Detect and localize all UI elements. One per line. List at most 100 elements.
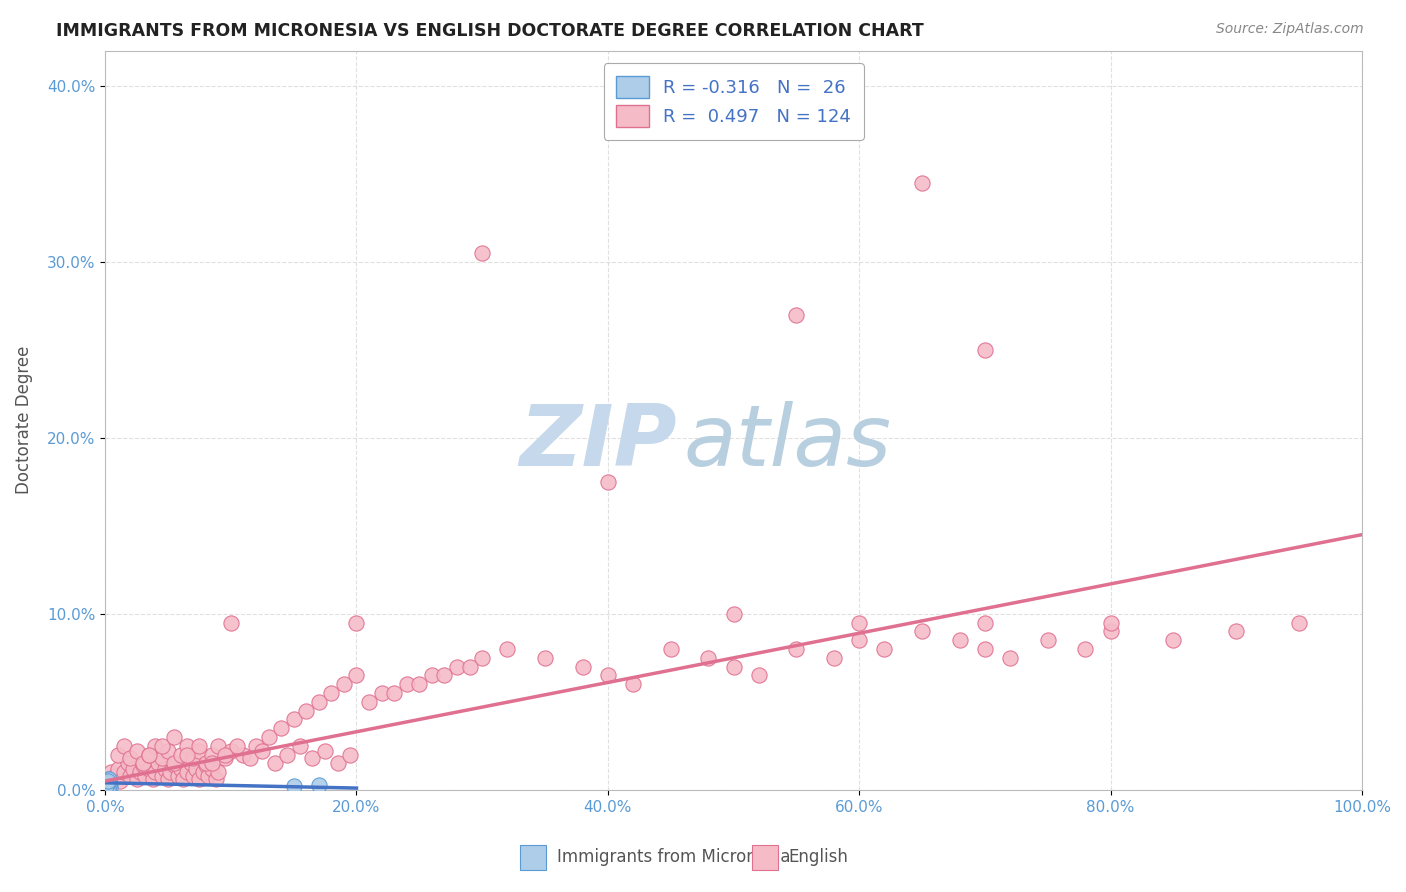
Point xyxy=(204,772,226,787)
Point xyxy=(339,747,361,762)
Legend: R = -0.316   N =  26, R =  0.497   N = 124: R = -0.316 N = 26, R = 0.497 N = 124 xyxy=(603,63,863,140)
Point xyxy=(97,780,120,795)
Point xyxy=(276,747,298,762)
Point xyxy=(270,721,292,735)
Text: English: English xyxy=(789,848,849,866)
Point xyxy=(167,769,190,783)
Point xyxy=(458,659,481,673)
Point xyxy=(188,772,211,787)
Point xyxy=(184,762,207,776)
Point xyxy=(823,650,845,665)
Point xyxy=(446,659,468,673)
Point xyxy=(172,772,194,787)
Point xyxy=(138,747,160,762)
Point xyxy=(326,756,349,771)
Point xyxy=(1163,633,1185,648)
Point xyxy=(121,762,143,776)
Point xyxy=(138,747,160,762)
Point xyxy=(911,624,934,639)
Point xyxy=(97,772,120,787)
Point xyxy=(420,668,443,682)
Point xyxy=(974,615,997,630)
Point xyxy=(911,176,934,190)
Point xyxy=(117,756,139,771)
Point xyxy=(207,765,229,780)
Point xyxy=(1288,615,1310,630)
Point xyxy=(252,744,274,758)
Point xyxy=(97,780,120,794)
Point xyxy=(97,780,120,795)
Point xyxy=(723,607,745,621)
Point xyxy=(176,739,198,753)
Point xyxy=(308,695,330,709)
Point xyxy=(974,642,997,657)
Point xyxy=(98,778,121,792)
Point xyxy=(169,747,191,762)
Point xyxy=(295,704,318,718)
Point xyxy=(1074,642,1097,657)
Point xyxy=(150,739,173,753)
Point xyxy=(257,730,280,744)
Point xyxy=(848,633,870,648)
Point xyxy=(120,769,142,783)
Point xyxy=(346,615,368,630)
Point xyxy=(98,780,121,795)
Point xyxy=(112,765,135,780)
Point xyxy=(333,677,356,691)
Point xyxy=(194,756,217,771)
Point xyxy=(471,246,494,260)
Point xyxy=(214,747,236,762)
Point xyxy=(169,762,191,776)
Point xyxy=(96,780,118,794)
Point xyxy=(197,769,219,783)
Point xyxy=(150,751,173,765)
Point xyxy=(97,774,120,789)
Point xyxy=(97,780,120,794)
Point xyxy=(283,780,305,794)
Point xyxy=(97,774,120,789)
Point xyxy=(226,739,249,753)
Point xyxy=(301,751,323,765)
Point xyxy=(159,765,181,780)
Point xyxy=(1225,624,1247,639)
Point xyxy=(219,744,242,758)
Point xyxy=(471,650,494,665)
Point xyxy=(873,642,896,657)
Point xyxy=(998,650,1021,665)
Point xyxy=(145,765,167,780)
Point xyxy=(949,633,972,648)
Point xyxy=(1099,615,1122,630)
Point xyxy=(97,776,120,790)
Point xyxy=(97,776,120,790)
Point xyxy=(408,677,430,691)
Point xyxy=(107,762,129,776)
Point xyxy=(96,774,118,789)
Text: atlas: atlas xyxy=(683,401,891,484)
Point xyxy=(97,776,120,790)
Point xyxy=(97,774,120,789)
Point xyxy=(263,756,285,771)
Point xyxy=(180,756,202,771)
Point xyxy=(395,677,418,691)
Point xyxy=(239,751,262,765)
Point xyxy=(138,762,160,776)
Point xyxy=(107,747,129,762)
Point xyxy=(596,475,619,489)
Point xyxy=(108,774,131,789)
Point xyxy=(145,739,167,753)
Point xyxy=(176,765,198,780)
Point xyxy=(201,762,224,776)
Point xyxy=(96,778,118,792)
Text: Source: ZipAtlas.com: Source: ZipAtlas.com xyxy=(1216,22,1364,37)
Point xyxy=(96,780,118,794)
Point xyxy=(785,308,807,322)
Point xyxy=(201,747,224,762)
Point xyxy=(142,772,165,787)
Text: ZIP: ZIP xyxy=(519,401,678,484)
Point xyxy=(314,744,336,758)
Point xyxy=(697,650,720,665)
Point xyxy=(188,739,211,753)
Point xyxy=(1036,633,1059,648)
Point xyxy=(219,615,242,630)
Point xyxy=(125,744,148,758)
